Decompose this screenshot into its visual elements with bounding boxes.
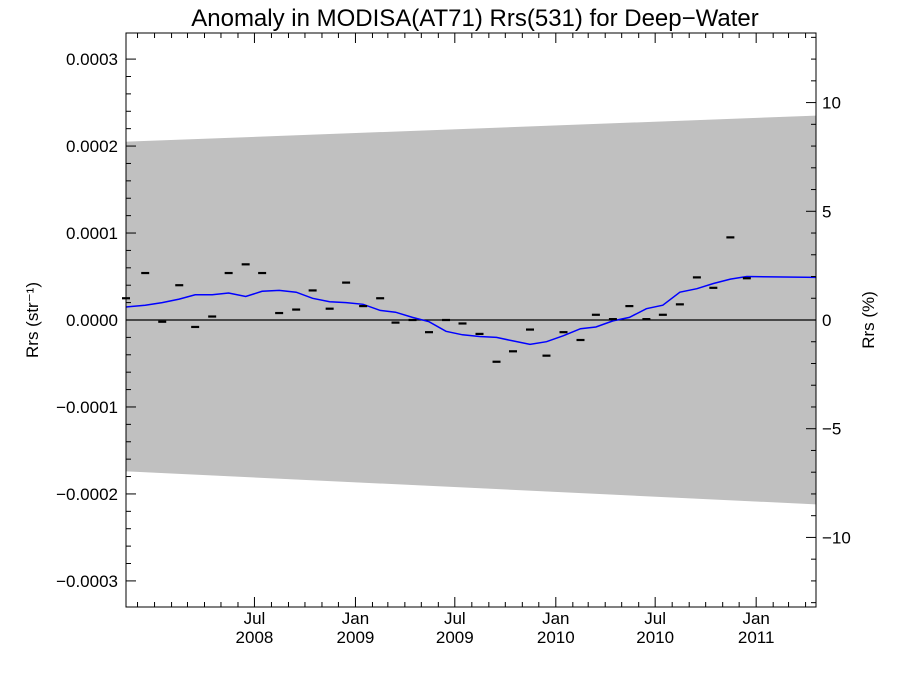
axes	[125, 32, 817, 608]
x-tick-year-label: 2010	[636, 628, 674, 647]
left-tick-label: 0.0001	[66, 224, 118, 243]
left-tick-label: −0.0001	[56, 398, 118, 417]
left-tick-label: 0.0002	[66, 137, 118, 156]
x-tick-month-label: Jan	[542, 609, 569, 628]
x-tick-month-label: Jul	[444, 609, 466, 628]
tick-labels: 0.0003 0.0002 0.0001 0.0000 −0.0001 −0.0002 −0…	[56, 50, 851, 647]
right-tick-label: −5	[822, 420, 841, 439]
x-tick-month-label: Jan	[742, 609, 769, 628]
y-axis-label-left: Rrs (str⁻¹)	[23, 282, 42, 358]
right-tick-label: 5	[822, 202, 831, 221]
x-tick-month-label: Jul	[244, 609, 266, 628]
uncertainty-band	[126, 115, 816, 505]
monthly-anomaly-points	[122, 236, 751, 363]
trend-line	[125, 275, 817, 346]
right-tick-label: 10	[822, 94, 841, 113]
x-tick-month-label: Jul	[644, 609, 666, 628]
chart-title: Anomaly in MODISA(AT71) Rrs(531) for Dee…	[191, 5, 759, 32]
uncertainty-band-layer	[126, 115, 816, 505]
left-tick-label: −0.0002	[56, 485, 118, 504]
left-tick-label: 0.0003	[66, 50, 118, 69]
x-tick-month-label: Jan	[342, 609, 369, 628]
y-axis-label-right: Rrs (%)	[859, 291, 878, 349]
left-tick-label: −0.0003	[56, 572, 118, 591]
right-tick-label: −10	[822, 528, 851, 547]
x-tick-year-label: 2008	[236, 628, 274, 647]
x-tick-year-label: 2009	[337, 628, 375, 647]
left-tick-label: 0.0000	[66, 311, 118, 330]
x-tick-year-label: 2009	[436, 628, 474, 647]
x-tick-year-label: 2010	[537, 628, 575, 647]
x-tick-year-label: 2011	[738, 628, 775, 647]
trend-line-layer	[125, 275, 817, 346]
right-tick-label: 0	[822, 311, 831, 330]
